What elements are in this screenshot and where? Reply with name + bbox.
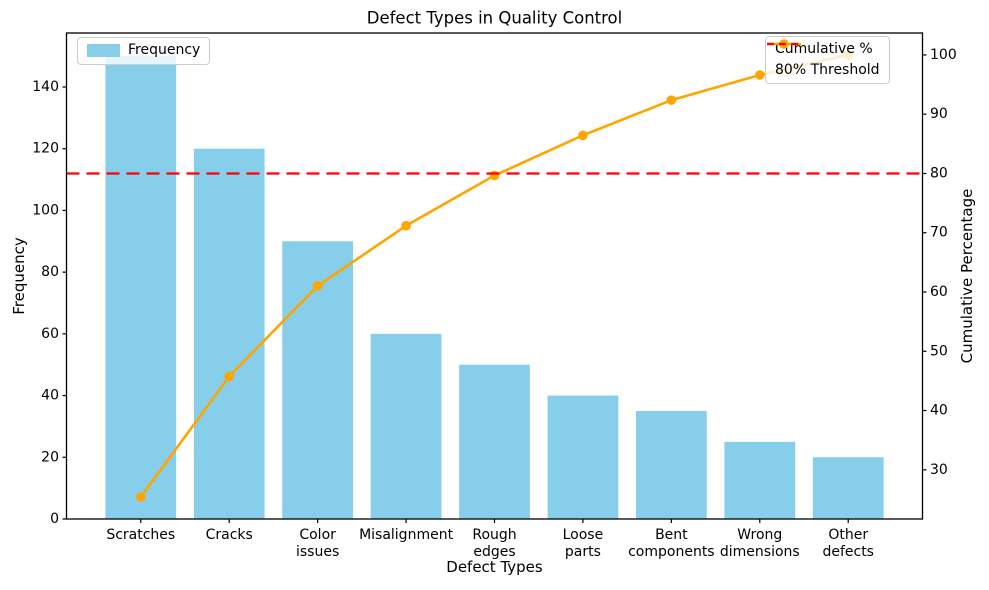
y-tick-label-right: 40	[930, 403, 948, 419]
legend-cumulative: Cumulative % 80% Threshold	[765, 36, 890, 84]
chart-title: Defect Types in Quality Control	[367, 9, 622, 28]
bar-3	[370, 333, 442, 519]
marker-6	[666, 95, 677, 105]
x-tick-label: Rough edges	[472, 527, 516, 560]
x-tick-label: Cracks	[206, 527, 253, 543]
marker-4	[489, 170, 500, 181]
x-tick-label: Loose parts	[563, 527, 604, 560]
y-tick-label-right: 30	[930, 462, 948, 478]
bar-5	[547, 395, 619, 519]
bar-4	[459, 364, 530, 519]
y-tick-label-right: 100	[930, 47, 957, 63]
marker-2	[312, 281, 323, 291]
x-tick-label: Other defects	[822, 527, 874, 560]
bar-series-group	[105, 56, 884, 520]
y-tick-label-left: 40	[41, 388, 59, 404]
x-tick-label: Scratches	[106, 527, 175, 543]
legend-entry: Frequency	[87, 42, 200, 60]
legend-label: 80% Threshold	[775, 61, 880, 78]
bar-0	[105, 56, 177, 520]
legend-label: Frequency	[128, 42, 201, 58]
bar-1	[193, 148, 265, 519]
bar-8	[812, 457, 884, 519]
x-tick-label: Color issues	[296, 527, 339, 560]
marker-5	[578, 130, 588, 141]
y-tick-label-right: 70	[930, 225, 948, 241]
axes-group: 0 20 40 60 80 100 120 140 30 40 50 60 70 80 90 100 Scrat…	[32, 32, 957, 560]
y-tick-label-left: 0	[50, 511, 59, 527]
y-tick-label-left: 120	[32, 141, 59, 157]
dashed-line-swatch	[767, 42, 801, 46]
y-tick-label-left: 20	[41, 449, 59, 465]
y-tick-label-left: 140	[32, 79, 59, 95]
y-tick-label-right: 50	[930, 343, 948, 359]
bar-6	[635, 411, 707, 519]
y-tick-label-left: 100	[32, 202, 59, 218]
y-axis-label-left: Frequency	[10, 237, 28, 315]
y-tick-label-left: 60	[41, 326, 59, 342]
y-tick-label-right: 80	[930, 165, 948, 181]
bar-swatch	[87, 44, 120, 58]
x-tick-label: Wrong dimensions	[720, 527, 800, 560]
y-tick-label-right: 60	[930, 284, 948, 300]
marker-3	[401, 220, 411, 231]
y-tick-label-right: 90	[930, 106, 948, 122]
x-axis-label: Defect Types	[446, 558, 543, 576]
marker-1	[224, 371, 235, 382]
marker-7	[754, 70, 765, 80]
y-axis-label-right: Cumulative Percentage	[958, 189, 976, 364]
legend-entry: 80% Threshold	[767, 42, 880, 80]
x-tick-label: Bent components	[628, 527, 715, 560]
x-tick-label: Misalignment	[359, 527, 454, 543]
marker-0	[135, 492, 146, 502]
bar-7	[724, 441, 796, 519]
y-tick-label-left: 80	[41, 264, 59, 280]
legend-frequency: Frequency	[77, 37, 211, 65]
